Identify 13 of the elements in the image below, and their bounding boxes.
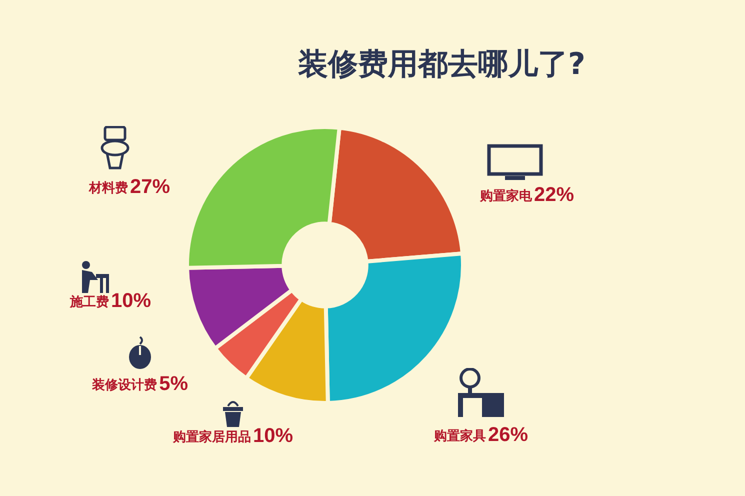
data-label: 26% — [488, 424, 528, 446]
data-label: 22% — [534, 184, 574, 206]
slice-label: 装修设计费 — [91, 378, 158, 393]
slice-label: 购置家具 — [433, 428, 486, 444]
slice-label: 材料费 — [88, 181, 128, 196]
slice-label: 施工费 — [68, 294, 109, 310]
slice-label: 购置家居用品 — [172, 429, 251, 445]
data-label: 10% — [252, 425, 294, 447]
data-label: 5% — [159, 373, 188, 395]
chart-title: 装修费用都去哪儿了? — [298, 46, 586, 84]
slice-label: 购置家电 — [479, 188, 533, 204]
data-label: 27% — [130, 176, 170, 198]
data-label: 10% — [110, 290, 152, 312]
